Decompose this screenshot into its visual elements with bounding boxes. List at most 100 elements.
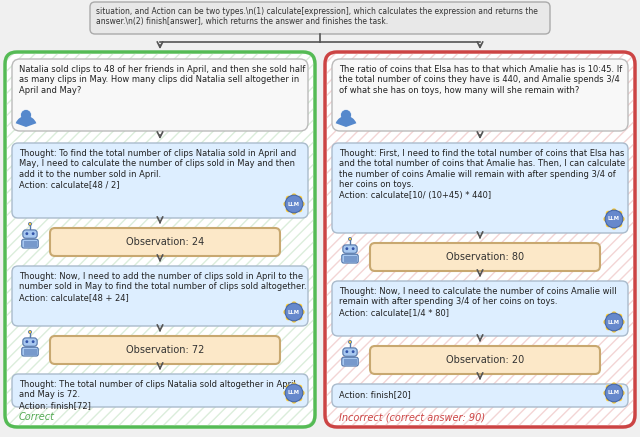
Circle shape xyxy=(605,384,623,402)
Circle shape xyxy=(284,201,289,207)
Circle shape xyxy=(291,193,296,198)
Bar xyxy=(344,256,348,259)
Circle shape xyxy=(605,210,623,228)
FancyBboxPatch shape xyxy=(50,336,280,364)
Bar xyxy=(353,259,357,262)
Circle shape xyxy=(620,319,625,325)
Circle shape xyxy=(300,390,305,395)
Circle shape xyxy=(605,314,611,319)
Circle shape xyxy=(604,216,609,222)
Circle shape xyxy=(340,110,351,121)
Circle shape xyxy=(291,382,296,388)
Circle shape xyxy=(611,311,616,316)
Bar xyxy=(33,241,37,244)
Bar xyxy=(28,352,33,354)
Circle shape xyxy=(620,216,625,222)
Circle shape xyxy=(28,330,31,333)
Circle shape xyxy=(291,302,296,306)
Circle shape xyxy=(605,385,611,390)
Circle shape xyxy=(285,303,303,321)
Text: LLM: LLM xyxy=(288,309,300,315)
FancyBboxPatch shape xyxy=(342,357,358,366)
Circle shape xyxy=(32,232,35,235)
Circle shape xyxy=(617,314,622,319)
Circle shape xyxy=(285,304,291,309)
Circle shape xyxy=(291,399,296,404)
Circle shape xyxy=(297,207,302,212)
Bar xyxy=(353,256,357,259)
Circle shape xyxy=(605,396,611,401)
FancyBboxPatch shape xyxy=(12,374,308,407)
Text: Observation: 72: Observation: 72 xyxy=(126,345,204,355)
Circle shape xyxy=(297,385,302,390)
Circle shape xyxy=(617,325,622,330)
Bar xyxy=(24,244,28,246)
FancyBboxPatch shape xyxy=(22,239,38,248)
FancyBboxPatch shape xyxy=(90,2,550,34)
FancyBboxPatch shape xyxy=(5,52,315,427)
Bar xyxy=(28,349,33,352)
Text: LLM: LLM xyxy=(288,391,300,395)
Circle shape xyxy=(285,196,291,201)
Circle shape xyxy=(285,396,291,401)
Circle shape xyxy=(28,222,31,225)
Bar xyxy=(24,241,28,244)
Circle shape xyxy=(32,340,35,343)
FancyBboxPatch shape xyxy=(370,346,600,374)
Bar xyxy=(28,244,33,246)
Bar xyxy=(348,256,353,259)
Circle shape xyxy=(285,384,303,402)
FancyBboxPatch shape xyxy=(23,338,37,346)
Circle shape xyxy=(604,319,609,325)
Circle shape xyxy=(352,350,355,353)
FancyBboxPatch shape xyxy=(332,143,628,233)
Circle shape xyxy=(346,350,348,353)
Circle shape xyxy=(300,309,305,315)
Circle shape xyxy=(20,110,31,121)
Bar xyxy=(344,359,348,362)
Circle shape xyxy=(285,195,303,213)
Circle shape xyxy=(617,396,622,401)
Circle shape xyxy=(348,237,351,240)
Bar xyxy=(348,259,353,262)
Circle shape xyxy=(348,340,351,343)
FancyBboxPatch shape xyxy=(23,230,37,238)
FancyBboxPatch shape xyxy=(332,59,628,131)
Circle shape xyxy=(617,222,622,227)
FancyBboxPatch shape xyxy=(343,348,357,356)
Bar xyxy=(33,244,37,246)
Circle shape xyxy=(285,207,291,212)
Circle shape xyxy=(284,390,289,395)
FancyBboxPatch shape xyxy=(12,143,308,218)
Bar xyxy=(348,359,353,362)
Bar xyxy=(348,362,353,364)
Circle shape xyxy=(620,390,625,395)
Circle shape xyxy=(617,211,622,216)
FancyBboxPatch shape xyxy=(332,281,628,336)
Text: situation, and Action can be two types.\n(1) calculate[expression], which calcul: situation, and Action can be two types.\… xyxy=(96,7,538,26)
Text: Thought: Now, I need to add the number of clips sold in April to the
number sold: Thought: Now, I need to add the number o… xyxy=(19,272,307,302)
Circle shape xyxy=(297,196,302,201)
Circle shape xyxy=(352,247,355,250)
Bar xyxy=(24,349,28,352)
Circle shape xyxy=(611,327,616,333)
Bar xyxy=(353,359,357,362)
Text: Observation: 24: Observation: 24 xyxy=(126,237,204,247)
Circle shape xyxy=(291,209,296,215)
Bar xyxy=(24,352,28,354)
Bar xyxy=(353,362,357,364)
Circle shape xyxy=(605,211,611,216)
FancyBboxPatch shape xyxy=(342,254,358,263)
Circle shape xyxy=(300,201,305,207)
Text: Thought: The total number of clips Natalia sold altogether in April
and May is 7: Thought: The total number of clips Natal… xyxy=(19,380,296,410)
Circle shape xyxy=(291,317,296,323)
Circle shape xyxy=(617,385,622,390)
FancyBboxPatch shape xyxy=(12,59,308,131)
Text: Correct: Correct xyxy=(19,412,55,422)
Bar xyxy=(28,241,33,244)
Text: The ratio of coins that Elsa has to that which Amalie has is 10:45. If
the total: The ratio of coins that Elsa has to that… xyxy=(339,65,622,95)
Text: Thought: Now, I need to calculate the number of coins Amalie will
remain with af: Thought: Now, I need to calculate the nu… xyxy=(339,287,616,317)
Circle shape xyxy=(611,399,616,404)
FancyBboxPatch shape xyxy=(50,228,280,256)
Text: Natalia sold clips to 48 of her friends in April, and then she sold half
as many: Natalia sold clips to 48 of her friends … xyxy=(19,65,305,95)
